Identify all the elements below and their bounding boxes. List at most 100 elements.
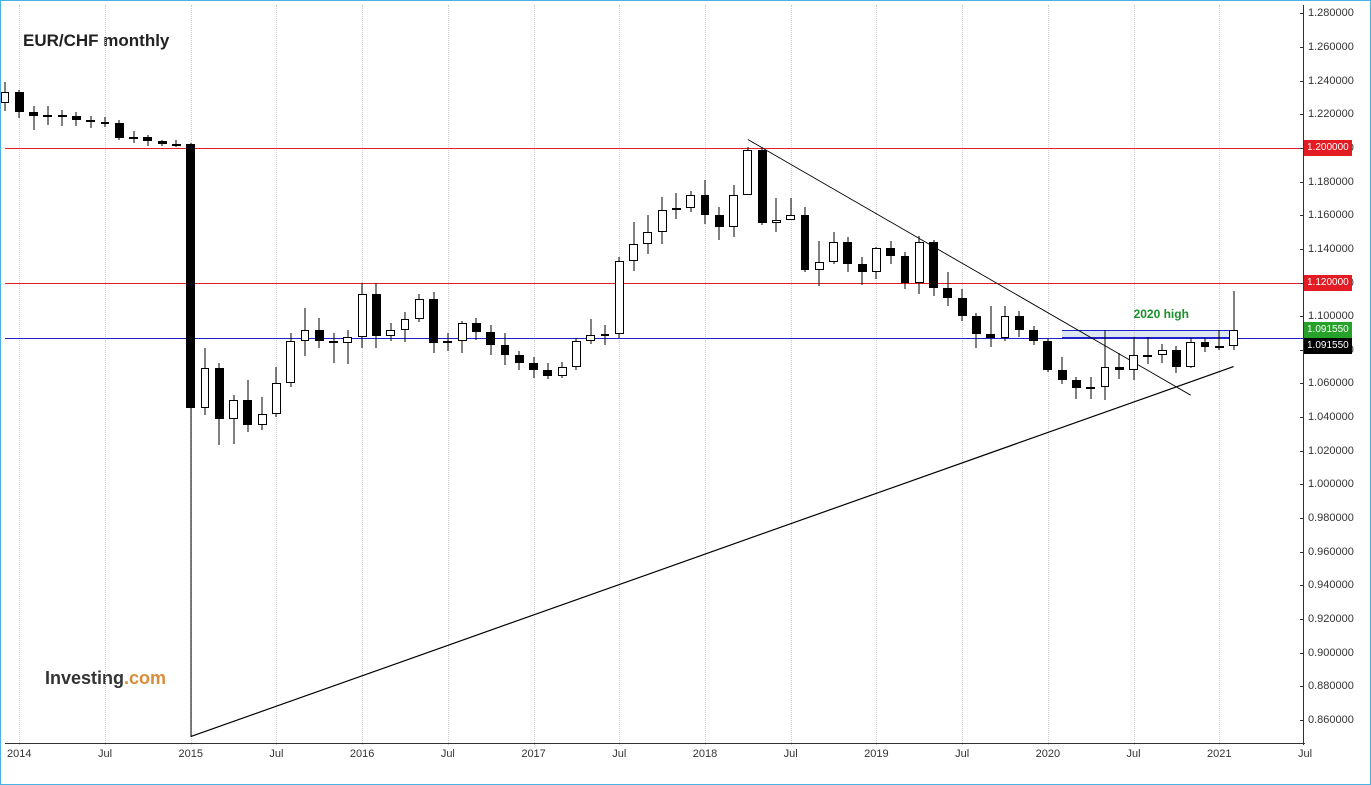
- candle[interactable]: [415, 294, 424, 322]
- x-tick: 2019: [864, 748, 888, 760]
- candle[interactable]: [315, 318, 324, 348]
- candle[interactable]: [786, 198, 795, 220]
- candle[interactable]: [729, 185, 738, 237]
- candle-body: [1201, 342, 1210, 347]
- candle[interactable]: [443, 333, 452, 351]
- candle[interactable]: [372, 283, 381, 349]
- candle[interactable]: [272, 367, 281, 417]
- candle[interactable]: [686, 191, 695, 212]
- candle[interactable]: [529, 357, 538, 378]
- candle[interactable]: [1143, 337, 1152, 364]
- candle[interactable]: [801, 207, 810, 273]
- candle[interactable]: [658, 197, 667, 244]
- candle[interactable]: [386, 323, 395, 341]
- candle-body: [643, 232, 652, 244]
- candle[interactable]: [1001, 306, 1010, 341]
- candle[interactable]: [329, 333, 338, 363]
- candle[interactable]: [1201, 338, 1210, 352]
- candle[interactable]: [215, 363, 224, 445]
- candle[interactable]: [972, 313, 981, 348]
- candle[interactable]: [301, 308, 310, 356]
- candle[interactable]: [629, 222, 638, 271]
- candle[interactable]: [115, 120, 124, 140]
- candle[interactable]: [915, 236, 924, 294]
- plot-area[interactable]: EUR/CHF monthly Investing.com 2020 high: [5, 5, 1305, 745]
- candle[interactable]: [472, 318, 481, 340]
- candle[interactable]: [1229, 291, 1238, 350]
- candle[interactable]: [743, 147, 752, 195]
- candle[interactable]: [515, 351, 524, 370]
- candle[interactable]: [186, 143, 195, 737]
- candle[interactable]: [101, 117, 110, 127]
- candle[interactable]: [29, 106, 38, 130]
- candle[interactable]: [15, 90, 24, 118]
- candle[interactable]: [1115, 353, 1124, 379]
- candle[interactable]: [458, 321, 467, 353]
- candle[interactable]: [1, 82, 10, 111]
- candle[interactable]: [558, 362, 567, 378]
- candle[interactable]: [572, 338, 581, 370]
- candle[interactable]: [258, 397, 267, 431]
- candle-body: [1058, 370, 1067, 380]
- candle[interactable]: [643, 215, 652, 254]
- candle-body: [1129, 355, 1138, 370]
- candle[interactable]: [401, 312, 410, 342]
- candle[interactable]: [715, 207, 724, 241]
- candle[interactable]: [701, 180, 710, 224]
- candle[interactable]: [172, 140, 181, 147]
- y-tick: 0.940000: [1308, 579, 1354, 591]
- candle[interactable]: [958, 289, 967, 321]
- y-tick: 0.900000: [1308, 647, 1354, 659]
- candle[interactable]: [586, 319, 595, 344]
- candle[interactable]: [1058, 357, 1067, 385]
- candle[interactable]: [1186, 338, 1195, 368]
- candle[interactable]: [1215, 330, 1224, 350]
- candle[interactable]: [1129, 337, 1138, 380]
- candle[interactable]: [501, 333, 510, 365]
- candle[interactable]: [201, 348, 210, 415]
- candle[interactable]: [1172, 346, 1181, 373]
- x-tick: Jul: [269, 748, 283, 760]
- candle[interactable]: [358, 283, 367, 349]
- candle[interactable]: [1158, 344, 1167, 363]
- candle[interactable]: [1101, 330, 1110, 400]
- candle[interactable]: [986, 306, 995, 347]
- candle[interactable]: [843, 237, 852, 272]
- candle[interactable]: [829, 232, 838, 264]
- candle-body: [186, 144, 195, 408]
- candle-body: [1086, 387, 1095, 389]
- candle[interactable]: [286, 333, 295, 387]
- candle[interactable]: [758, 147, 767, 225]
- candle[interactable]: [672, 193, 681, 218]
- candle[interactable]: [129, 131, 138, 143]
- candle[interactable]: [158, 140, 167, 147]
- candle[interactable]: [229, 395, 238, 444]
- candle[interactable]: [872, 247, 881, 279]
- candle[interactable]: [1072, 377, 1081, 399]
- candle[interactable]: [1086, 377, 1095, 400]
- candle[interactable]: [343, 330, 352, 364]
- candle[interactable]: [929, 240, 938, 296]
- candle[interactable]: [543, 363, 552, 379]
- candle[interactable]: [601, 325, 610, 344]
- candle[interactable]: [886, 241, 895, 264]
- candle[interactable]: [1029, 326, 1038, 345]
- candle[interactable]: [58, 110, 67, 126]
- candle[interactable]: [815, 241, 824, 286]
- candle[interactable]: [772, 198, 781, 232]
- candle[interactable]: [486, 325, 495, 354]
- candle[interactable]: [72, 112, 81, 126]
- candle[interactable]: [615, 257, 624, 338]
- candle[interactable]: [143, 135, 152, 146]
- candle[interactable]: [1015, 311, 1024, 337]
- candle[interactable]: [243, 380, 252, 432]
- candle[interactable]: [858, 257, 867, 285]
- candle[interactable]: [43, 106, 52, 125]
- candle[interactable]: [901, 252, 910, 289]
- candle[interactable]: [943, 272, 952, 306]
- candle[interactable]: [1043, 338, 1052, 372]
- candle[interactable]: [429, 292, 438, 353]
- candle[interactable]: [86, 116, 95, 128]
- candle-body: [786, 215, 795, 220]
- candle-wick: [776, 198, 777, 232]
